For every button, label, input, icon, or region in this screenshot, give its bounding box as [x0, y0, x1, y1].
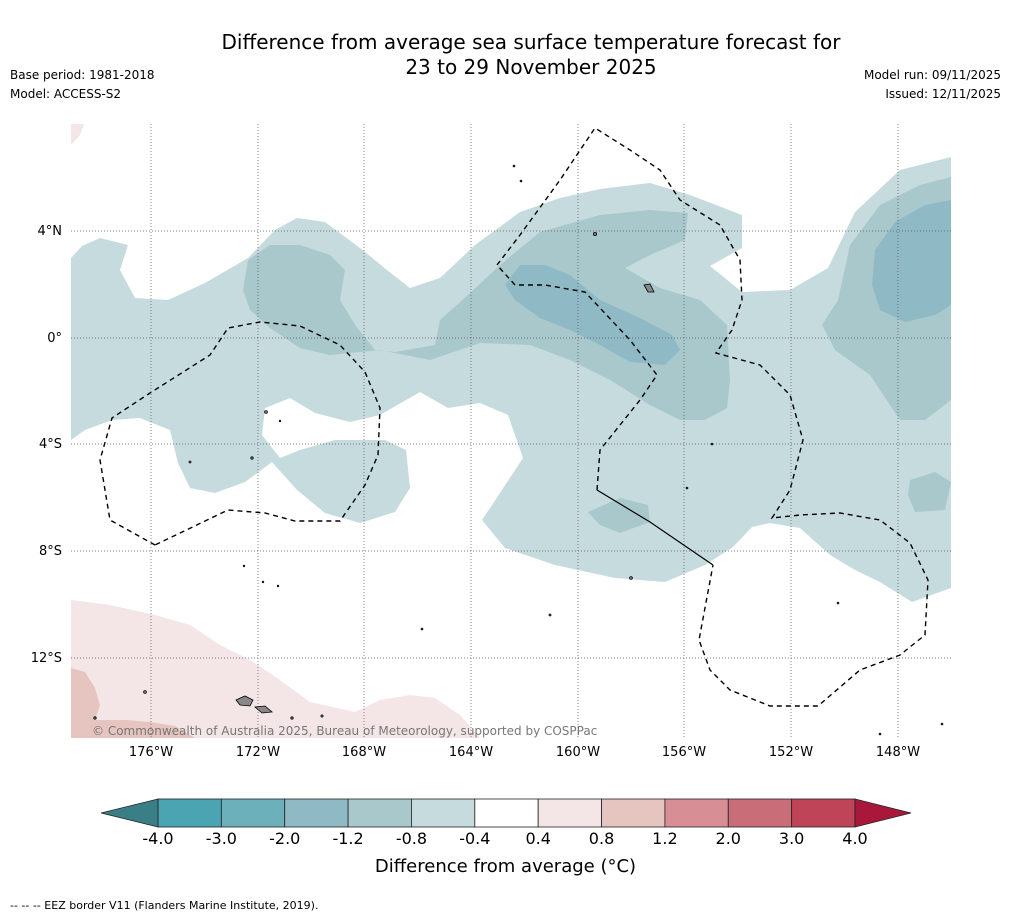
island-dot: [836, 601, 840, 605]
colorbar-high-extension: [854, 798, 912, 828]
island-dot: [93, 716, 97, 720]
island-dot: [188, 460, 192, 464]
colorbar-segment: [601, 798, 666, 828]
base-period: Base period: 1981-2018: [10, 68, 155, 82]
island-dot: [629, 576, 633, 580]
lon-label-160w: 160°W: [555, 745, 601, 760]
island-savaii: [235, 695, 254, 707]
island-dot: [242, 564, 246, 568]
colorbar-tick-label: 0.8: [588, 829, 615, 848]
colorbar-segment: [220, 798, 286, 828]
island-upolu: [254, 705, 273, 714]
island-dot: [278, 419, 282, 423]
colorbar-segments: [157, 798, 856, 828]
colorbar-tick-label: 0.4: [525, 829, 551, 848]
colorbar-tick-label: 2.0: [715, 829, 741, 848]
anomaly-region-pos-0-8: [71, 668, 195, 738]
island-dot: [593, 231, 598, 236]
colorbar-tick-label: -0.4: [459, 829, 491, 848]
eez-footnote: -- -- -- EEZ border V11 (Flanders Marine…: [10, 899, 319, 912]
island-kiritimati: [643, 283, 655, 293]
lon-label-148w: 148°W: [875, 745, 921, 760]
colorbar-tick-label: 1.2: [652, 829, 678, 848]
anomaly-region-neg-1-2: [505, 265, 680, 365]
meta-right: Model run: 09/11/2025 Issued: 12/11/2025: [864, 66, 1001, 104]
island-dot: [512, 164, 516, 168]
graticule: [71, 124, 951, 738]
eez-borders: [99, 127, 929, 707]
title-line-2: 23 to 29 November 2025: [405, 55, 657, 79]
lat-label-4n: 4°N: [37, 224, 63, 239]
anomaly-region-neg-0-8: [243, 210, 730, 420]
colorbar-segment: [157, 798, 222, 828]
island-dot: [320, 714, 324, 718]
anomaly-region-neg-0-8-south: [588, 498, 650, 533]
island-dot: [261, 580, 265, 584]
lon-label-168w: 168°W: [341, 745, 387, 760]
title-line-1: Difference from average sea surface temp…: [221, 30, 841, 54]
colorbar-segment: [347, 798, 412, 828]
lat-label-4s: 4°S: [38, 437, 62, 452]
map-title: Difference from average sea surface temp…: [0, 30, 1011, 80]
lon-label-176w: 176°W: [128, 745, 174, 760]
meta-left: Base period: 1981-2018 Model: ACCESS-S2: [10, 66, 155, 104]
colorbar-tick-label: -3.0: [205, 829, 237, 848]
island-dot: [519, 179, 523, 183]
island-dot: [143, 690, 147, 694]
island-dot: [940, 722, 944, 726]
colorbar-tick-label: -1.2: [332, 829, 364, 848]
island-dot: [290, 716, 294, 720]
eez-solid-segments: [596, 489, 714, 566]
island-dot: [710, 442, 714, 446]
lat-label-8s: 8°S: [38, 544, 62, 559]
islands: [93, 164, 944, 736]
anomaly-region-neg-0-8-se: [908, 472, 951, 512]
colorbar-title: Difference from average (°C): [374, 856, 637, 877]
anomaly-region-neg-1-2-east: [872, 200, 951, 322]
model-name: Model: ACCESS-S2: [10, 87, 122, 101]
colorbar-segment: [411, 798, 476, 828]
island-dot: [548, 613, 552, 617]
anomaly-region-pos-0-4: [71, 600, 480, 738]
island-dot: [276, 584, 280, 588]
colorbar-segment: [474, 798, 539, 828]
issued-date: Issued: 12/11/2025: [885, 87, 1001, 101]
colorbar-segment: [664, 798, 729, 828]
lon-label-156w: 156°W: [661, 745, 707, 760]
island-dot: [420, 627, 424, 631]
lon-label-152w: 152°W: [768, 745, 814, 760]
island-dot: [878, 732, 882, 736]
colorbar-segment: [537, 798, 602, 828]
anomaly-region-pos-0-4-nw: [71, 124, 84, 145]
lon-label-164w: 164°W: [448, 745, 494, 760]
island-dot: [264, 410, 268, 414]
island-dot: [685, 486, 689, 490]
model-run: Model run: 09/11/2025: [863, 68, 1001, 82]
colorbar-segment: [791, 798, 856, 828]
lat-label-12s: 12°S: [30, 651, 62, 666]
colorbar-low-extension: [100, 798, 159, 828]
colorbar-segment: [284, 798, 349, 828]
map-layers: [71, 124, 951, 738]
colorbar-tick-label: 3.0: [778, 829, 805, 848]
island-dot: [250, 456, 254, 460]
colorbar-tick-label: 4.0: [842, 829, 868, 848]
colorbar-tick-label: -2.0: [269, 829, 301, 848]
colorbar-tick-label: -0.8: [395, 829, 428, 848]
colorbar-segment: [727, 798, 793, 828]
copyright-notice: © Commonwealth of Australia 2025, Bureau…: [92, 724, 598, 738]
colorbar-tick-label: -4.0: [142, 829, 174, 848]
lat-label-0: 0°: [47, 331, 62, 346]
lon-label-172w: 172°W: [235, 745, 281, 760]
